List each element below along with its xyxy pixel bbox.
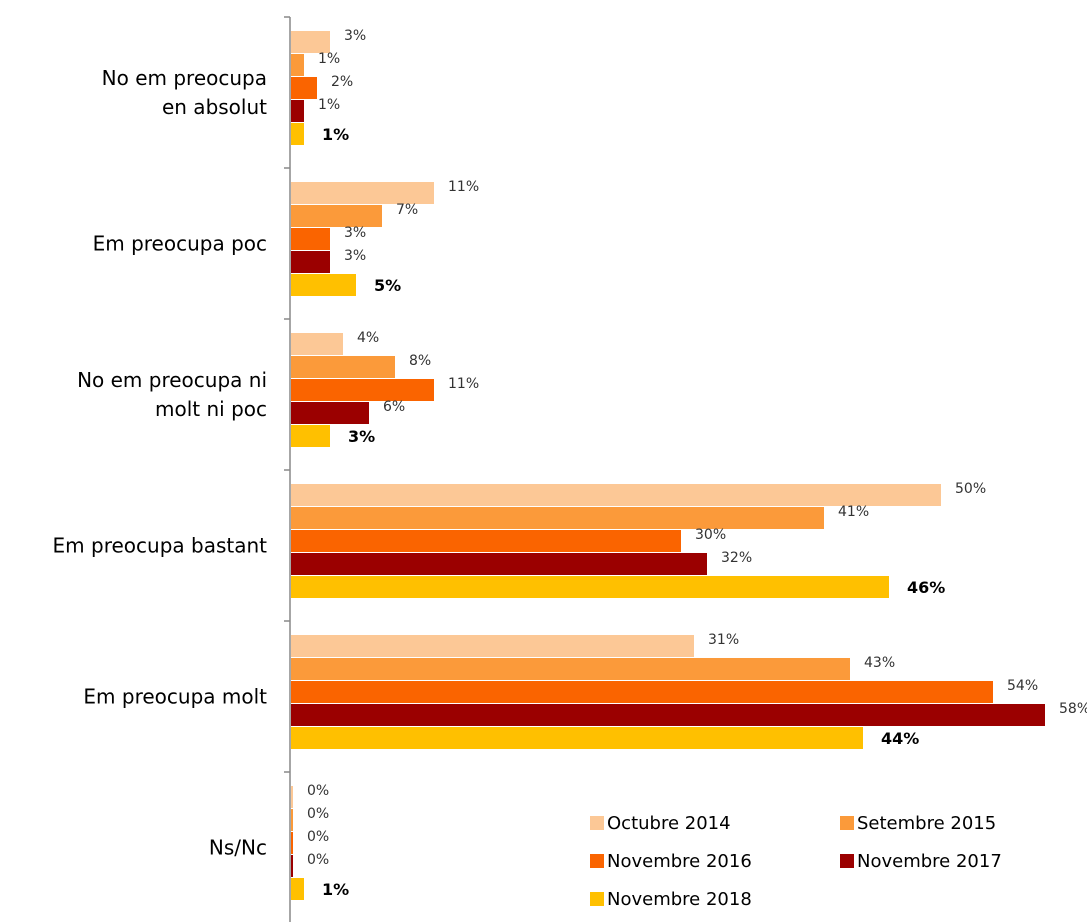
legend-swatch	[590, 854, 604, 868]
bar	[291, 635, 694, 657]
data-label: 2%	[331, 74, 353, 90]
bar	[291, 425, 330, 447]
legend-label: Novembre 2018	[607, 889, 752, 910]
data-label: 50%	[955, 481, 986, 497]
data-label: 4%	[357, 330, 379, 346]
data-label: 5%	[374, 276, 401, 295]
category-label: No em preocupa ni molt ni poc	[77, 368, 267, 421]
bar	[291, 786, 293, 808]
data-label: 7%	[396, 202, 418, 218]
bar	[291, 530, 681, 552]
bar	[291, 77, 317, 99]
category-label: No em preocupa en absolut	[102, 66, 267, 119]
data-label: 11%	[448, 376, 479, 392]
bar	[291, 681, 993, 703]
data-label: 3%	[344, 28, 366, 44]
data-label: 1%	[322, 125, 349, 144]
data-label: 3%	[344, 225, 366, 241]
bar	[291, 379, 434, 401]
bar	[291, 878, 304, 900]
bar	[291, 205, 382, 227]
bar	[291, 727, 863, 749]
bar	[291, 182, 434, 204]
data-label: 3%	[344, 248, 366, 264]
legend-swatch	[590, 892, 604, 906]
bar	[291, 658, 850, 680]
data-label: 31%	[708, 632, 739, 648]
bars-layer	[291, 31, 1045, 900]
data-label: 54%	[1007, 678, 1038, 694]
data-label: 3%	[348, 427, 375, 446]
legend-label: Setembre 2015	[857, 813, 996, 834]
data-label: 0%	[307, 783, 329, 799]
bar	[291, 54, 304, 76]
data-label: 58%	[1059, 701, 1087, 717]
bar	[291, 576, 889, 598]
data-label: 1%	[318, 51, 340, 67]
bar	[291, 855, 293, 877]
bar	[291, 507, 824, 529]
legend-label: Novembre 2017	[857, 851, 1002, 872]
labels-layer: 3% 11% 4% 50% 31% 0% 1% 7% 8% 41% 43% 0% 2% 3% 11% 30% 5…	[307, 28, 1087, 899]
bar	[291, 333, 343, 355]
data-label: 30%	[695, 527, 726, 543]
bar	[291, 402, 369, 424]
data-label: 1%	[318, 97, 340, 113]
data-label: 8%	[409, 353, 431, 369]
category-label: Em preocupa poc	[93, 232, 267, 256]
legend: Octubre 2014 Setembre 2015 Novembre 2016 No…	[590, 813, 1002, 910]
bar	[291, 31, 330, 53]
bar	[291, 809, 293, 831]
bar	[291, 553, 707, 575]
bar	[291, 484, 941, 506]
bar	[291, 704, 1045, 726]
data-label: 0%	[307, 852, 329, 868]
data-label: 44%	[881, 729, 919, 748]
data-label: 43%	[864, 655, 895, 671]
bar	[291, 100, 304, 122]
bar	[291, 228, 330, 250]
data-label: 46%	[907, 578, 945, 597]
category-label: Ns/Nc	[209, 836, 267, 860]
legend-label: Octubre 2014	[607, 813, 731, 834]
bar	[291, 251, 330, 273]
bar	[291, 123, 304, 145]
axis-layer: No em preocupa en absolut Em preocupa poc N…	[53, 16, 291, 922]
legend-swatch	[840, 854, 854, 868]
legend-label: Novembre 2016	[607, 851, 752, 872]
data-label: 41%	[838, 504, 869, 520]
bar	[291, 274, 356, 296]
legend-swatch	[590, 816, 604, 830]
data-label: 1%	[322, 880, 349, 899]
data-label: 0%	[307, 829, 329, 845]
bar	[291, 832, 293, 854]
category-label: Em preocupa molt	[83, 685, 267, 709]
data-label: 6%	[383, 399, 405, 415]
data-label: 32%	[721, 550, 752, 566]
data-label: 11%	[448, 179, 479, 195]
bar	[291, 356, 395, 378]
category-label: Em preocupa bastant	[53, 534, 268, 558]
legend-swatch	[840, 816, 854, 830]
data-label: 0%	[307, 806, 329, 822]
